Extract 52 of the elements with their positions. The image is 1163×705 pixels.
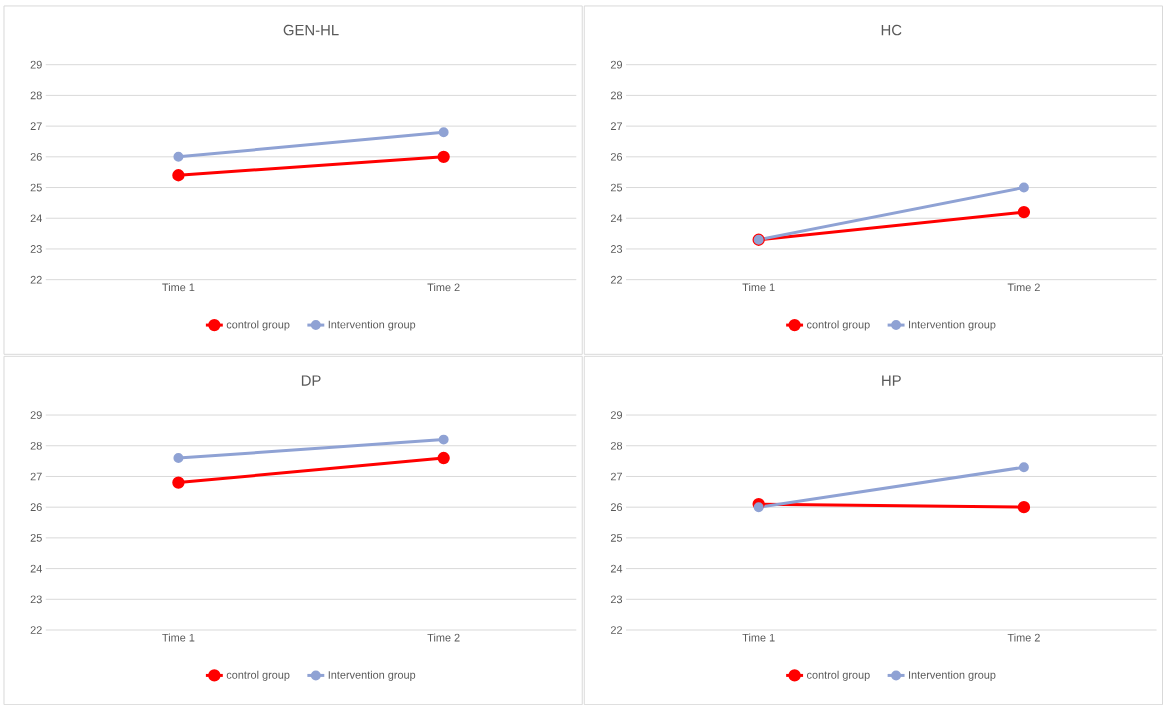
y-tick-label: 26 (610, 152, 623, 161)
y-tick-label: 27 (30, 122, 42, 130)
y-tick-label: 22 (610, 626, 622, 634)
y-tick-label: 22 (610, 275, 622, 284)
legend-label: Intervention group (909, 320, 996, 331)
x-tick-label: Time 2 (1007, 633, 1040, 642)
y-tick-label: 29 (610, 60, 623, 69)
y-tick-label: 29 (30, 411, 42, 419)
x-tick-label: Time 1 (742, 633, 775, 642)
y-tick-label: 27 (610, 122, 622, 130)
y-tick-label: 25 (610, 183, 623, 192)
chart-title: DP (301, 375, 321, 386)
legend-label: control group (226, 320, 290, 331)
y-tick-label: 27 (610, 472, 622, 481)
y-tick-label: 24 (610, 214, 623, 222)
x-tick-label: Time 2 (427, 283, 460, 292)
y-tick-label: 25 (30, 183, 42, 192)
y-tick-label: 29 (30, 60, 42, 69)
y-tick-label: 23 (610, 595, 623, 604)
chart-title: HC (881, 24, 902, 36)
x-tick-label: Time 1 (742, 283, 775, 292)
x-tick-label: Time 1 (162, 283, 195, 292)
y-tick-label: 28 (30, 91, 42, 100)
y-tick-label: 28 (30, 441, 42, 450)
y-tick-label: 23 (30, 245, 42, 253)
x-tick-label: Time 2 (1007, 283, 1040, 292)
y-tick-label: 28 (610, 91, 623, 100)
chart-title: HP (882, 375, 901, 386)
y-tick-label: 23 (30, 595, 42, 604)
x-tick-label: Time 1 (162, 633, 195, 642)
y-tick-label: 26 (610, 503, 623, 511)
y-tick-label: 24 (610, 564, 623, 573)
y-tick-label: 24 (30, 564, 42, 573)
legend-label: control group (807, 670, 870, 681)
y-tick-label: 22 (30, 626, 42, 634)
y-tick-label: 26 (30, 503, 42, 511)
y-tick-label: 25 (610, 533, 623, 542)
legend-label: control group (226, 670, 290, 681)
y-tick-label: 23 (610, 245, 623, 253)
y-tick-label: 26 (30, 152, 42, 161)
y-tick-label: 29 (610, 411, 623, 419)
chart-title: GEN-HL (283, 24, 339, 36)
y-tick-label: 27 (30, 472, 42, 481)
y-tick-label: 28 (610, 441, 623, 450)
legend-label: control group (807, 320, 870, 331)
y-tick-label: 22 (30, 275, 42, 284)
legend-label: Intervention group (328, 320, 416, 331)
y-tick-label: 24 (30, 214, 42, 222)
legend-label: Intervention group (909, 670, 996, 681)
legend-label: Intervention group (328, 670, 416, 681)
x-tick-label: Time 2 (427, 633, 460, 642)
y-tick-label: 25 (30, 533, 42, 542)
